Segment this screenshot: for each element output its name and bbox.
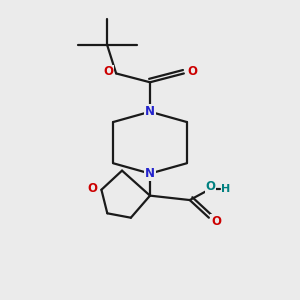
- Text: H: H: [221, 184, 231, 194]
- Text: O: O: [211, 215, 221, 228]
- Text: O: O: [187, 65, 197, 79]
- Text: N: N: [145, 167, 155, 180]
- Text: O: O: [103, 65, 113, 79]
- Text: N: N: [145, 105, 155, 118]
- Text: O: O: [87, 182, 97, 195]
- Text: O: O: [206, 180, 215, 193]
